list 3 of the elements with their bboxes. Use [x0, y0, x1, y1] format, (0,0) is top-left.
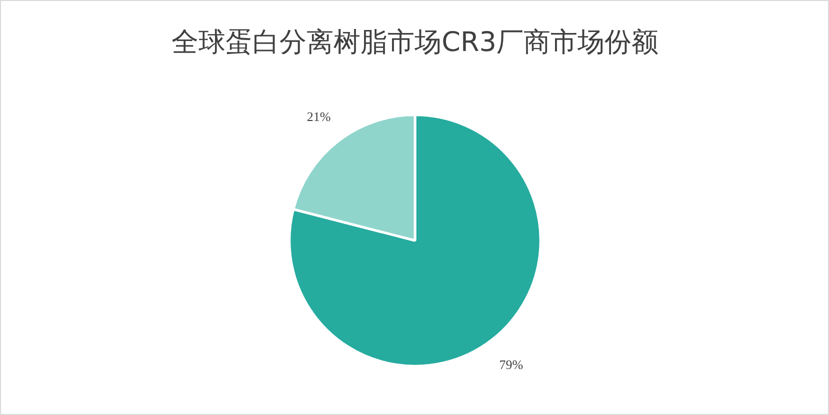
data-label: 79% [499, 357, 524, 372]
data-label: 21% [306, 108, 331, 124]
chart-title: 全球蛋白分离树脂市场CR3厂商市场份额 [172, 27, 658, 58]
